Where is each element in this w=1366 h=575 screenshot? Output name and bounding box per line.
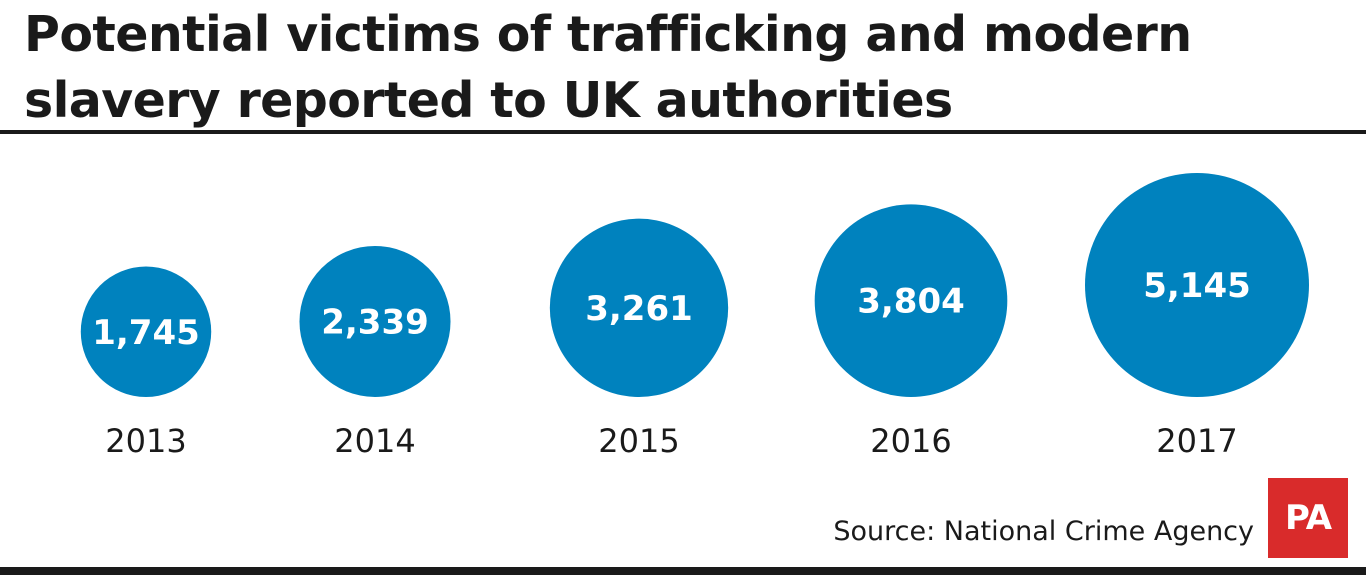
- bubble-2016: [814, 204, 1008, 397]
- bubble-2017: [1085, 173, 1309, 397]
- chart-title: Potential victims of trafficking and mod…: [24, 6, 1192, 129]
- year-label: 2017: [1156, 422, 1237, 460]
- bubble-value-label: 2,339: [321, 302, 429, 342]
- source-note: Source: National Crime Agency: [833, 516, 1254, 547]
- pa-logo-text: PA: [1284, 498, 1332, 538]
- year-label: 2013: [105, 422, 186, 460]
- bubble-value-label: 3,804: [857, 282, 965, 322]
- bubble-2015: [549, 218, 729, 397]
- bubble-2014: [299, 245, 451, 397]
- bubble-value-label: 1,745: [92, 313, 200, 353]
- bubble-2013: [80, 266, 212, 397]
- year-label: 2015: [598, 422, 679, 460]
- bottom-rule: [0, 567, 1366, 575]
- title-divider: [0, 130, 1366, 134]
- bubble-value-label: 5,145: [1143, 266, 1251, 306]
- pa-logo: PA: [1268, 478, 1348, 558]
- year-label: 2016: [870, 422, 951, 460]
- year-label: 2014: [334, 422, 415, 460]
- bubble-value-label: 3,261: [585, 289, 693, 329]
